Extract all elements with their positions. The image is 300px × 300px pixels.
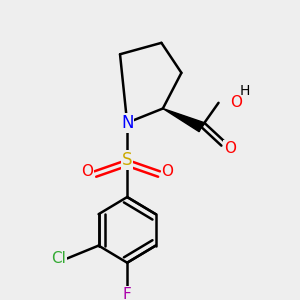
Polygon shape bbox=[163, 109, 204, 132]
Text: N: N bbox=[121, 114, 134, 132]
Text: O: O bbox=[224, 141, 236, 156]
Text: H: H bbox=[240, 84, 250, 98]
Text: F: F bbox=[123, 286, 131, 300]
Text: S: S bbox=[122, 151, 132, 169]
Text: O: O bbox=[230, 95, 242, 110]
Text: Cl: Cl bbox=[51, 251, 66, 266]
Text: O: O bbox=[81, 164, 93, 179]
Text: O: O bbox=[161, 164, 173, 179]
